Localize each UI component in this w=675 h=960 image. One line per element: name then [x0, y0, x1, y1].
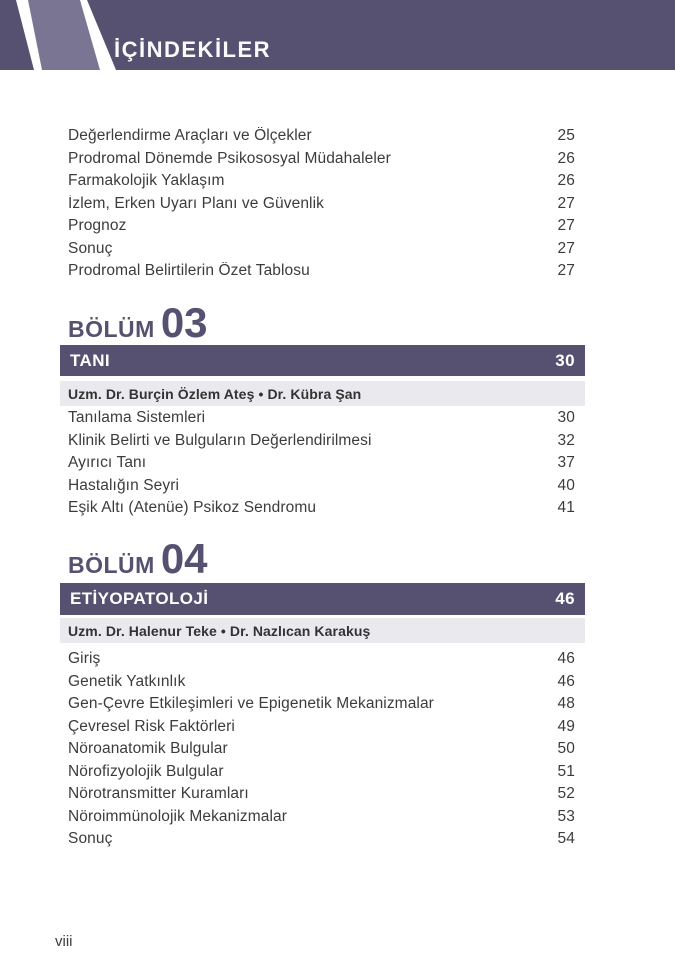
toc-list-chapter-03: Tanılama Sistemleri 30 Klinik Belirti ve…	[60, 407, 585, 520]
toc-entry-title: Hastalığın Seyri	[68, 476, 180, 494]
toc-entry-title: Nöroanatomik Bulgular	[68, 740, 228, 758]
toc-entry-title: Giriş	[68, 650, 101, 668]
toc-entry-page: 46	[557, 672, 575, 690]
toc-entry-row: Ayırıcı Tanı 37	[60, 452, 585, 475]
toc-entry-page: 27	[557, 217, 575, 235]
toc-entry-row: İzlem, Erken Uyarı Planı ve Güvenlik 27	[60, 193, 585, 216]
toc-entry-row: Genetik Yatkınlık 46	[60, 671, 585, 694]
toc-entry-title: Tanılama Sistemleri	[68, 409, 206, 427]
authors-bar: Uzm. Dr. Halenur Teke • Dr. Nazlıcan Kar…	[60, 618, 585, 643]
toc-entry-title: Prodromal Belirtilerin Özet Tablosu	[68, 262, 310, 280]
toc-entry-title: Ayırıcı Tanı	[68, 454, 147, 472]
toc-entry-row: Giriş 46	[60, 648, 585, 671]
authors-text: Uzm. Dr. Halenur Teke • Dr. Nazlıcan Kar…	[68, 622, 371, 639]
authors-text: Uzm. Dr. Burçin Özlem Ateş • Dr. Kübra Ş…	[68, 385, 362, 402]
toc-entry-page: 51	[557, 762, 575, 780]
chapter-number: 04	[160, 535, 208, 582]
toc-entry-row: Nörofizyolojik Bulgular 51	[60, 761, 585, 784]
toc-entry-title: Prognoz	[68, 217, 127, 235]
toc-entry-page: 54	[557, 830, 575, 848]
diagonal-slash-decoration	[16, 0, 116, 70]
chapter-title: ETİYOPATOLOJİ	[70, 589, 209, 608]
toc-entry-page: 25	[557, 127, 575, 145]
toc-entry-row: Nöroanatomik Bulgular 50	[60, 738, 585, 761]
toc-entry-page: 48	[557, 695, 575, 713]
toc-entry-row: Sonuç 54	[60, 828, 585, 851]
chapter-number: 03	[160, 299, 208, 346]
toc-entry-row: Çevresel Risk Faktörleri 49	[60, 716, 585, 739]
toc-entry-title: Nörofizyolojik Bulgular	[68, 762, 224, 780]
page-title: İÇİNDEKİLER	[114, 37, 272, 62]
header-bar: İÇİNDEKİLER	[0, 0, 675, 70]
toc-entry-title: Sonuç	[68, 830, 113, 848]
toc-entry-title: Eşik Altı (Atenüe) Psikoz Sendromu	[68, 499, 317, 517]
toc-entry-title: Prodromal Dönemde Psikososyal Müdahalele…	[68, 149, 391, 167]
toc-entry-title: İzlem, Erken Uyarı Planı ve Güvenlik	[68, 194, 324, 212]
toc-entry-title: Nörotransmitter Kuramları	[68, 785, 249, 803]
toc-entry-page: 26	[557, 172, 575, 190]
toc-entry-page: 32	[557, 431, 575, 449]
chapter-page-number: 30	[555, 350, 575, 370]
toc-entry-page: 27	[557, 239, 575, 257]
toc-entry-row: Prognoz 27	[60, 215, 585, 238]
chapter-title: TANI	[70, 350, 110, 370]
toc-entry-page: 46	[557, 650, 575, 668]
toc-entry-page: 53	[557, 807, 575, 825]
toc-entry-row: Eşik Altı (Atenüe) Psikoz Sendromu 41	[60, 497, 585, 520]
toc-entry-row: Gen-Çevre Etkileşimleri ve Epigenetik Me…	[60, 693, 585, 716]
chapter-page-number: 46	[555, 589, 575, 608]
toc-entry-title: Genetik Yatkınlık	[68, 672, 186, 690]
toc-entry-page: 52	[557, 785, 575, 803]
toc-entry-row: Prodromal Belirtilerin Özet Tablosu 27	[60, 260, 585, 283]
chapter-heading-04: BÖLÜM 04	[68, 538, 208, 590]
toc-entry-row: Sonuç 27	[60, 238, 585, 261]
toc-entry-row: Nörotransmitter Kuramları 52	[60, 783, 585, 806]
toc-entry-page: 26	[557, 149, 575, 167]
authors-bar: Uzm. Dr. Burçin Özlem Ateş • Dr. Kübra Ş…	[60, 381, 585, 406]
toc-entry-page: 37	[557, 454, 575, 472]
toc-entry-row: Hastalığın Seyri 40	[60, 475, 585, 498]
toc-entry-title: Sonuç	[68, 239, 113, 257]
footer-page-number: viii	[55, 933, 73, 950]
chapter-heading-03: BÖLÜM 03	[68, 302, 208, 354]
toc-entry-row: Değerlendirme Araçları ve Ölçekler 25	[60, 125, 585, 148]
toc-entry-page: 40	[557, 476, 575, 494]
toc-entry-row: Klinik Belirti ve Bulguların Değerlendir…	[60, 430, 585, 453]
toc-entry-row: Tanılama Sistemleri 30	[60, 407, 585, 430]
toc-entry-page: 27	[557, 194, 575, 212]
toc-entry-page: 27	[557, 262, 575, 280]
toc-entry-page: 30	[557, 409, 575, 427]
toc-entry-title: Değerlendirme Araçları ve Ölçekler	[68, 127, 312, 145]
toc-entry-page: 49	[557, 717, 575, 735]
chapter-title-bar-etiyopatoloji: ETİYOPATOLOJİ 46	[60, 583, 585, 615]
chapter-label: BÖLÜM	[68, 316, 155, 342]
toc-entry-title: Farmakolojik Yaklaşım	[68, 172, 225, 190]
toc-entry-title: Çevresel Risk Faktörleri	[68, 717, 235, 735]
chapter-title-bar-tani: TANI 30	[60, 345, 585, 376]
toc-entry-page: 50	[557, 740, 575, 758]
toc-entry-row: Nöroimmünolojik Mekanizmalar 53	[60, 806, 585, 829]
toc-entry-title: Klinik Belirti ve Bulguların Değerlendir…	[68, 431, 372, 449]
chapter-label: BÖLÜM	[68, 552, 155, 578]
toc-entry-title: Nöroimmünolojik Mekanizmalar	[68, 807, 288, 825]
toc-list-continuation: Değerlendirme Araçları ve Ölçekler 25 Pr…	[60, 125, 585, 283]
toc-entry-row: Prodromal Dönemde Psikososyal Müdahalele…	[60, 148, 585, 171]
toc-entry-title: Gen-Çevre Etkileşimleri ve Epigenetik Me…	[68, 695, 434, 713]
toc-entry-page: 41	[557, 499, 575, 517]
toc-entry-row: Farmakolojik Yaklaşım 26	[60, 170, 585, 193]
toc-list-chapter-04: Giriş 46 Genetik Yatkınlık 46 Gen-Çevre …	[60, 648, 585, 851]
